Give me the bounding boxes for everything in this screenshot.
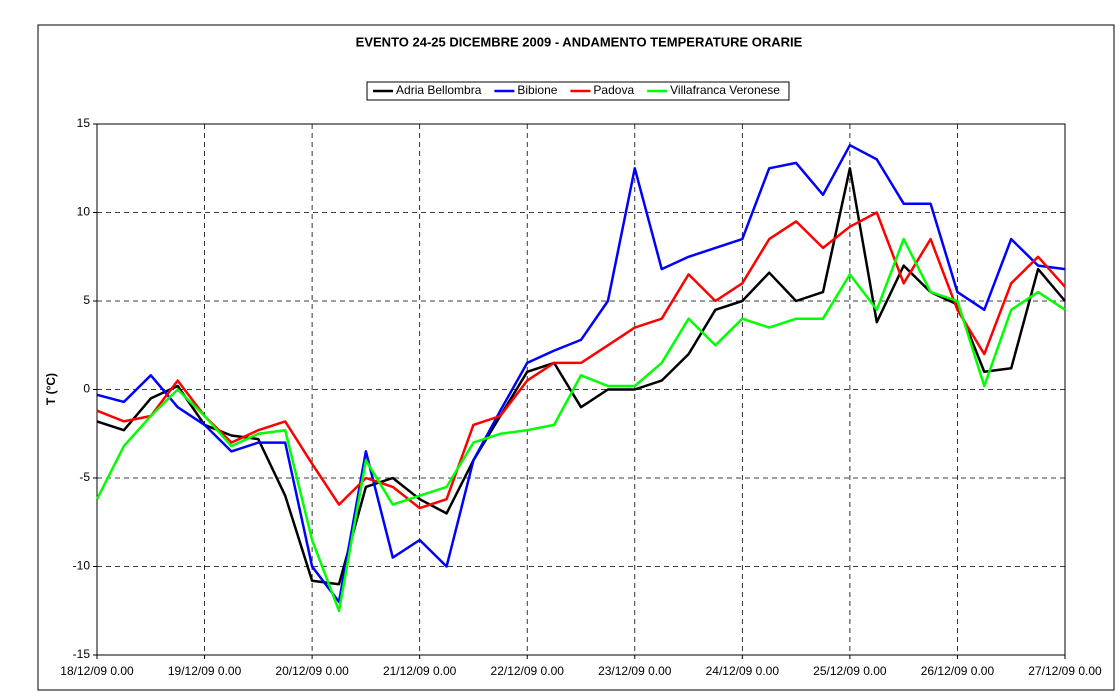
series-line [96,211,1066,510]
plot-area [97,124,1065,655]
y-tick-label: 5 [83,293,90,307]
x-tick-label: 27/12/09 0.00 [1028,664,1102,678]
y-tick-label: -10 [73,559,91,573]
legend-label: Bibione [517,83,557,97]
series-line [96,167,1066,586]
x-tick-label: 24/12/09 0.00 [706,664,780,678]
y-tick-label: 15 [77,116,91,130]
legend-label: Padova [593,83,634,97]
chart-title: EVENTO 24-25 DICEMBRE 2009 - ANDAMENTO T… [356,34,803,49]
x-tick-label: 19/12/09 0.00 [168,664,242,678]
legend-label: Adria Bellombra [396,83,482,97]
y-tick-label: -15 [73,647,91,661]
x-tick-label: 18/12/09 0.00 [60,664,134,678]
x-tick-label: 23/12/09 0.00 [598,664,672,678]
x-tick-label: 20/12/09 0.00 [275,664,349,678]
plot-border [96,123,1066,656]
x-tick-label: 22/12/09 0.00 [491,664,565,678]
x-tick-label: 25/12/09 0.00 [813,664,887,678]
y-tick-label: -5 [79,470,90,484]
x-tick-label: 21/12/09 0.00 [383,664,457,678]
y-tick-label: 0 [83,382,90,396]
series-line [95,237,1066,613]
x-tick-label: 26/12/09 0.00 [921,664,995,678]
y-tick-label: 10 [77,205,91,219]
y-axis-label: T (°C) [44,373,58,405]
series-line [96,143,1066,604]
legend-label: Villafranca Veronese [670,83,780,97]
